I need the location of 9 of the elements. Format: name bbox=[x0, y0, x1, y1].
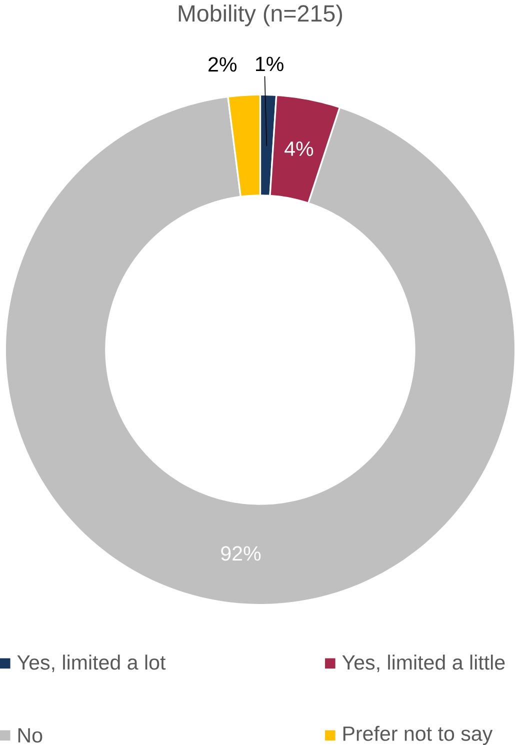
data-label: 2% bbox=[208, 57, 236, 72]
chart-title: Mobility (n=215) bbox=[178, 4, 342, 26]
data-label: 4% bbox=[284, 142, 314, 156]
data-label: 1% bbox=[256, 56, 284, 72]
legend-label: No bbox=[18, 728, 42, 743]
legend-label: Yes, limited a little bbox=[342, 654, 505, 672]
legend-label: Yes, limited a lot bbox=[17, 654, 166, 672]
legend-label: Prefer not to say bbox=[343, 726, 493, 745]
data-label: 92% bbox=[221, 546, 261, 561]
